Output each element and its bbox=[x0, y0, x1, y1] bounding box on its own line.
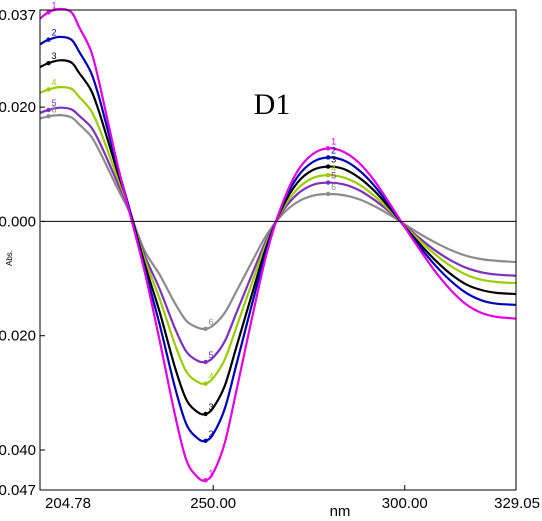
series-5-marker-1 bbox=[46, 107, 51, 113]
x-tick-label-2: 300.00 bbox=[382, 495, 428, 512]
series-6-marker-label-1: 6 bbox=[52, 104, 57, 114]
series-1-marker-label-1: 1 bbox=[52, 0, 57, 10]
series-4-marker-3 bbox=[325, 172, 331, 178]
series-1-marker-label-3: 1 bbox=[331, 136, 336, 146]
series-1-marker-3 bbox=[325, 146, 331, 151]
series-3-marker-3 bbox=[325, 164, 331, 169]
series-3-marker-label-1: 3 bbox=[52, 51, 57, 61]
y-tick-label-4: -0.040 bbox=[0, 442, 36, 459]
series-2-marker-label-3: 2 bbox=[331, 145, 336, 155]
series-4-marker-label-2: 4 bbox=[209, 372, 214, 382]
y-tick-label-1: 0.020 bbox=[0, 99, 36, 116]
x-tick-label-1: 250.00 bbox=[190, 495, 236, 512]
series-1-marker-label-2: 1 bbox=[209, 468, 214, 478]
x-tick-label-0: 204.78 bbox=[45, 495, 91, 512]
y-tick-label-0: 0.037 bbox=[0, 7, 36, 24]
plot-background bbox=[40, 10, 516, 490]
series-2-marker-2 bbox=[203, 438, 208, 444]
series-6-marker-label-3: 6 bbox=[331, 182, 336, 192]
x-tick-label-3: 329.05 bbox=[494, 495, 540, 512]
y-tick-label-5: -0.047 bbox=[0, 482, 36, 499]
chart-title: D1 bbox=[254, 88, 291, 121]
series-6-marker-1 bbox=[46, 114, 51, 119]
x-axis-ticks: 204.78 250.00 300.00 329.05 bbox=[39, 485, 540, 512]
series-line-2 bbox=[39, 35, 517, 443]
series-6-marker-2 bbox=[203, 326, 208, 332]
y-axis-ticks: 0.037 0.020 0.000 -0.020 -0.040 -0.047 bbox=[0, 7, 45, 499]
series-3-marker-label-3: 3 bbox=[331, 155, 336, 165]
series-5-marker-3 bbox=[325, 180, 331, 185]
series-line-1 bbox=[39, 7, 517, 482]
series-3-marker-1 bbox=[46, 60, 51, 66]
y-tick-label-3: -0.020 bbox=[0, 328, 36, 345]
y-axis-label: Abs. bbox=[5, 250, 14, 266]
x-axis-label: nm bbox=[330, 503, 351, 520]
series-1-marker-1 bbox=[46, 10, 51, 15]
series-1-marker-2 bbox=[203, 478, 208, 483]
series-line-3 bbox=[39, 59, 517, 416]
y-tick-label-2: 0.000 bbox=[0, 213, 36, 230]
series-2-marker-label-2: 2 bbox=[209, 429, 214, 439]
series-5-marker-2 bbox=[203, 359, 208, 365]
series-2-marker-3 bbox=[325, 155, 331, 160]
series-4-marker-2 bbox=[203, 381, 208, 386]
series-line-4 bbox=[39, 86, 517, 386]
series-line-6 bbox=[39, 114, 517, 331]
series-6-marker-3 bbox=[325, 191, 331, 197]
series-2-marker-label-1: 2 bbox=[52, 28, 57, 38]
plot-frame bbox=[39, 9, 517, 491]
series-4-marker-label-3: 4 bbox=[331, 163, 336, 173]
series-line-5 bbox=[39, 106, 517, 364]
series-3-marker-label-2: 3 bbox=[209, 402, 214, 412]
series-5-marker-label-1: 5 bbox=[52, 98, 57, 108]
series-3-marker-2 bbox=[203, 411, 208, 417]
series-6-marker-label-2: 6 bbox=[209, 317, 214, 327]
series-4-marker-1 bbox=[46, 87, 51, 92]
series-5-marker-label-2: 5 bbox=[209, 350, 214, 360]
series-5-marker-label-3: 5 bbox=[331, 171, 336, 181]
series-4-marker-label-1: 4 bbox=[52, 77, 57, 87]
series-2-marker-1 bbox=[46, 37, 51, 42]
